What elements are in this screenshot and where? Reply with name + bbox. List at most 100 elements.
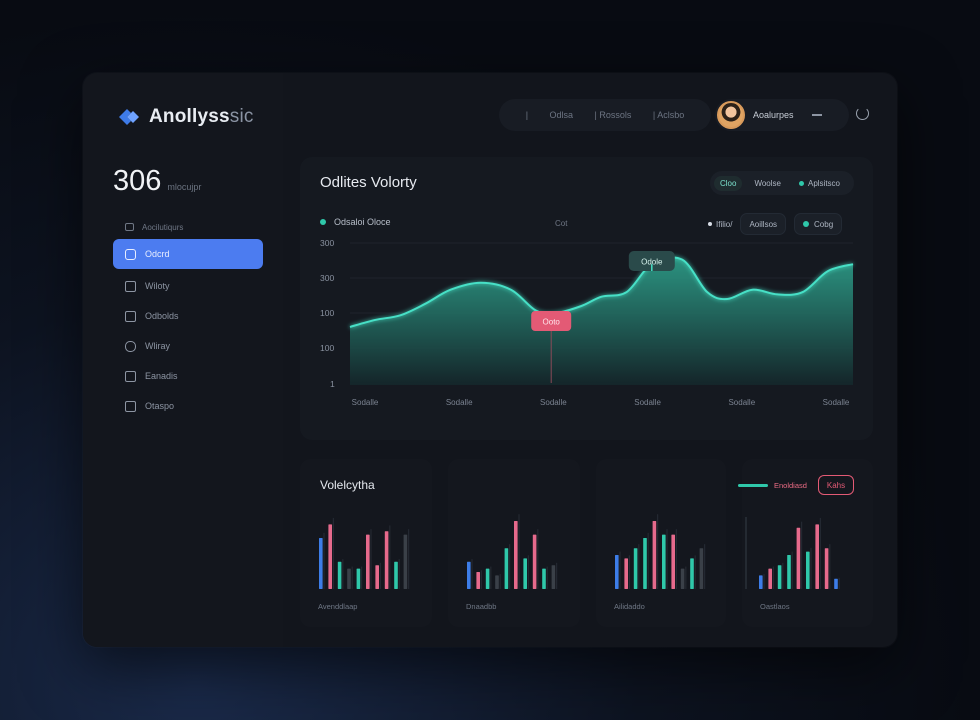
y-tick-label: 1 bbox=[330, 379, 335, 389]
sidebar-item-reports[interactable]: Wiloty bbox=[113, 271, 263, 301]
bar bbox=[532, 534, 537, 589]
bar-shadow bbox=[389, 525, 391, 589]
bar-shadow bbox=[675, 529, 677, 589]
chart-series-button[interactable]: Cobg bbox=[794, 213, 843, 235]
sidebar-item-label: Odbolds bbox=[145, 311, 179, 321]
segment-option[interactable]: Aplsitsco bbox=[793, 176, 846, 191]
bar-shadow bbox=[810, 547, 812, 589]
kpi-summary: 306 mlocujpr bbox=[113, 165, 201, 198]
bottom-legend: Enoldiasd bbox=[738, 481, 807, 490]
top-nav-link[interactable]: Odlsa bbox=[549, 110, 574, 120]
bar bbox=[671, 534, 675, 589]
bar-shadow bbox=[509, 544, 511, 589]
tooltip-high bbox=[628, 251, 675, 271]
bar bbox=[834, 578, 838, 589]
sidebar-item-messages[interactable]: Odbolds bbox=[113, 301, 263, 331]
mini-bar-chart[interactable]: Avenddlaap bbox=[300, 459, 432, 627]
bar bbox=[643, 538, 647, 589]
y-tick-label: 100 bbox=[320, 343, 334, 353]
bar bbox=[485, 568, 490, 589]
files-icon bbox=[125, 400, 136, 412]
chart-option-button[interactable]: Aoillsos bbox=[740, 213, 787, 235]
bullet-icon bbox=[708, 222, 712, 226]
documents-icon bbox=[125, 340, 136, 352]
kpi-value: 306 bbox=[113, 165, 162, 197]
mini-bar-chart[interactable]: Ailidaddo bbox=[596, 459, 726, 627]
top-nav-link[interactable]: | Aclsbo bbox=[652, 110, 685, 120]
sidebar-item-calendar[interactable]: Eanadis bbox=[113, 361, 263, 391]
legend-dot-icon bbox=[320, 219, 326, 225]
segment-option[interactable]: Woolse bbox=[754, 178, 781, 188]
range-segmented-control: Cloo Woolse Aplsitsco bbox=[710, 171, 854, 195]
bar-shadow bbox=[527, 555, 529, 589]
top-nav-link[interactable]: | bbox=[525, 110, 529, 120]
bar-shadow bbox=[772, 566, 774, 589]
bar-shadow bbox=[546, 566, 548, 589]
bottom-action-button[interactable]: Kahs bbox=[818, 475, 854, 495]
bar-shadow bbox=[791, 551, 793, 589]
area-chart[interactable]: 300 300 100 100 1 Odole Ooto Sodalle Sodalle Soda… bbox=[300, 157, 873, 440]
calendar-icon bbox=[125, 370, 136, 382]
mini-chart-label: Avenddlaap bbox=[318, 602, 357, 611]
bar bbox=[328, 524, 332, 589]
sidebar-item-files[interactable]: Otaspo bbox=[113, 391, 263, 421]
avatar[interactable] bbox=[717, 101, 745, 129]
legend-line-icon bbox=[738, 484, 768, 487]
top-nav-pill: | Odlsa | Rossols | Aclsbo bbox=[499, 99, 711, 131]
x-tick-label: Sodalle bbox=[446, 398, 473, 407]
bar bbox=[375, 565, 379, 589]
power-icon[interactable] bbox=[856, 107, 869, 120]
bar bbox=[759, 575, 763, 589]
sidebar-item-dashboard[interactable]: Odcrd bbox=[113, 239, 263, 269]
brand-name: Anollysssic bbox=[149, 106, 254, 127]
mini-chart-label: Ailidaddo bbox=[614, 602, 645, 611]
bar bbox=[347, 568, 351, 589]
bar bbox=[787, 555, 791, 589]
mini-chart-card: Ailidaddo bbox=[596, 459, 726, 627]
segment-option[interactable]: Cloo bbox=[714, 175, 743, 191]
bar bbox=[337, 561, 342, 589]
bar bbox=[523, 558, 527, 589]
status-dot-icon bbox=[798, 180, 804, 186]
bar bbox=[815, 524, 819, 589]
bar-shadow bbox=[801, 521, 803, 589]
reports-icon bbox=[125, 280, 136, 292]
bar-shadow bbox=[763, 574, 765, 589]
bar bbox=[768, 568, 772, 589]
brand-logo-icon bbox=[119, 109, 139, 125]
user-menu[interactable]: Aoalurpes bbox=[715, 99, 849, 131]
top-nav-link[interactable]: | Rossols bbox=[594, 110, 632, 120]
bar bbox=[824, 548, 829, 589]
bar bbox=[652, 521, 657, 589]
sidebar-item-label: Odcrd bbox=[145, 249, 170, 259]
nav-header: Aocilutiqurs bbox=[113, 217, 263, 237]
sidebar-item-documents[interactable]: Wliray bbox=[113, 331, 263, 361]
bar-shadow bbox=[323, 532, 325, 589]
bar bbox=[403, 534, 408, 589]
bar bbox=[662, 534, 666, 589]
x-tick-label: Sodalle bbox=[540, 398, 567, 407]
bar bbox=[680, 568, 685, 589]
sidebar: Anollysssic 306 mlocujpr Aocilutiqurs Od… bbox=[83, 73, 283, 647]
x-tick-label: Sodalle bbox=[728, 398, 755, 407]
bar-shadow bbox=[499, 574, 501, 589]
logo[interactable]: Anollysssic bbox=[117, 106, 254, 128]
filter-toggle[interactable]: Ifilio/ bbox=[708, 220, 732, 229]
mini-bar-chart[interactable]: Oastlaos bbox=[742, 459, 873, 627]
bar-shadow bbox=[685, 566, 687, 589]
bar bbox=[504, 548, 509, 589]
sidebar-item-label: Wliray bbox=[145, 341, 170, 351]
bar bbox=[476, 572, 480, 589]
legend-label: Odsaloi Oloce bbox=[334, 217, 391, 227]
chart-title: Odlites Volorty bbox=[320, 174, 417, 191]
y-tick-label: 300 bbox=[320, 273, 334, 283]
bar bbox=[356, 568, 361, 589]
bar-shadow bbox=[829, 544, 831, 589]
status-dot-icon bbox=[803, 221, 810, 227]
x-tick-label: Sodalle bbox=[352, 398, 379, 407]
y-tick-label: 100 bbox=[320, 308, 334, 318]
mini-bar-chart[interactable]: Dnaadbb bbox=[448, 459, 580, 627]
x-tick-label: Sodalle bbox=[823, 398, 850, 407]
sidebar-item-label: Eanadis bbox=[145, 371, 178, 381]
bar-shadow bbox=[782, 562, 784, 589]
